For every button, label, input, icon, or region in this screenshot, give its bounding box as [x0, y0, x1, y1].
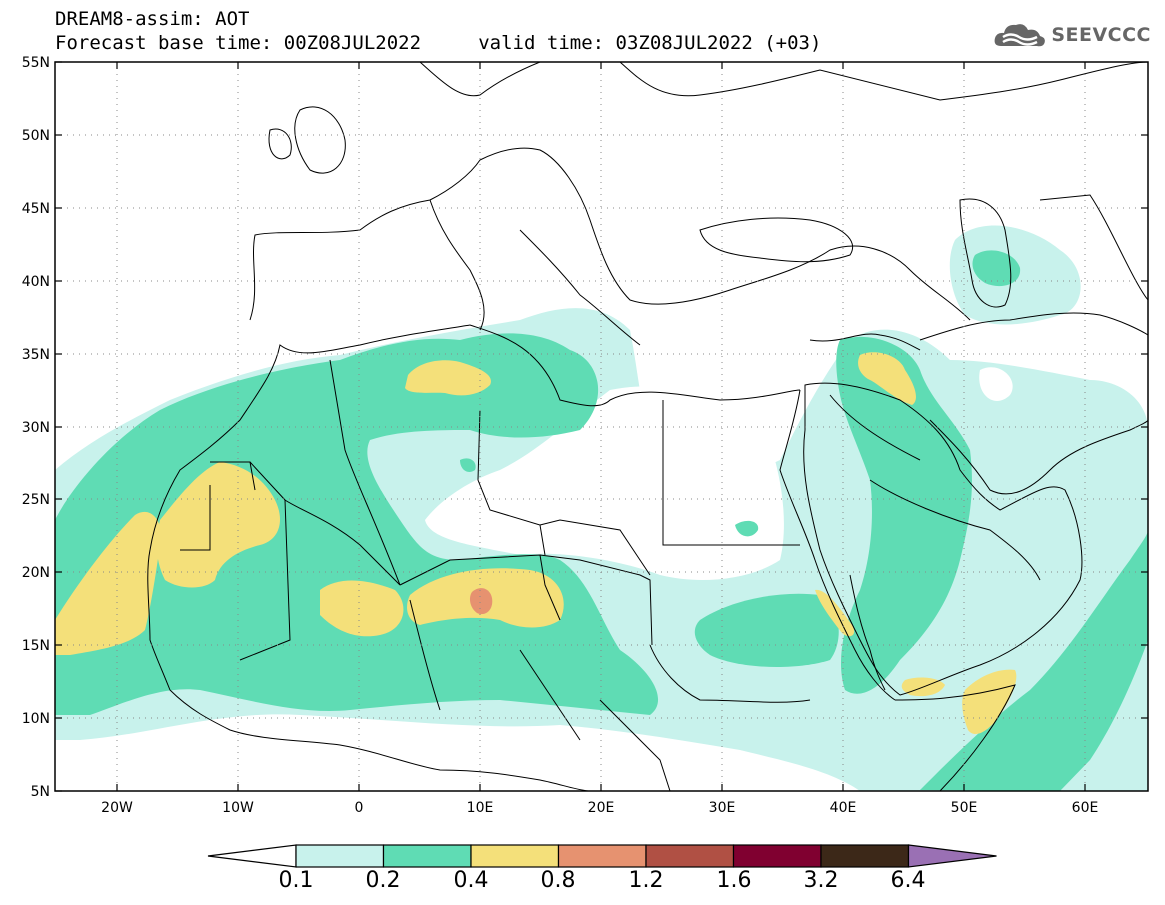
lon-label: 0: [355, 800, 364, 816]
lat-label: 10N: [22, 711, 50, 727]
colorbar-label: 1.6: [716, 868, 752, 893]
colorbar-label: 0.1: [278, 868, 314, 893]
seevccc-logo: SEEVCCC: [993, 20, 1151, 50]
colorbar-label: 3.2: [803, 868, 839, 893]
lat-label: 40N: [22, 274, 50, 290]
graticule: [55, 62, 1148, 791]
lon-label: 30E: [709, 800, 736, 816]
colorbar-label: 1.2: [628, 868, 664, 893]
colorbar-segment: [645, 844, 735, 868]
lat-label: 5N: [31, 784, 50, 800]
aot-field-clear: [425, 367, 1013, 580]
lat-label: 45N: [22, 201, 50, 217]
lat-label: 15N: [22, 638, 50, 654]
lat-label: 25N: [22, 492, 50, 508]
lat-label: 20N: [22, 565, 50, 581]
lon-label: 20W: [101, 800, 133, 816]
colorbar-label: 0.8: [540, 868, 576, 893]
colorbar-arrow-low: [207, 844, 297, 868]
lon-label: 60E: [1072, 800, 1099, 816]
lat-label: 55N: [22, 55, 50, 71]
aot-field-orange: [469, 588, 493, 615]
colorbar-segment: [820, 844, 910, 868]
colorbar-segment: [732, 844, 822, 868]
latitude-labels: 55N 50N 45N 40N 35N 30N 25N 20N 15N 10N …: [22, 55, 50, 800]
tick-marks: [55, 61, 1148, 792]
colorbar-segment: [382, 844, 472, 868]
colorbar-segment: [557, 844, 647, 868]
colorbar-label: 0.2: [365, 868, 401, 893]
colorbar: [207, 844, 997, 868]
map-title: DREAM8-assim: AOT: [55, 8, 250, 30]
lon-label: 40E: [830, 800, 857, 816]
colorbar-segment: [295, 844, 385, 868]
lat-label: 35N: [22, 347, 50, 363]
lon-label: 10E: [467, 800, 494, 816]
longitude-labels: 20W 10W 0 10E 20E 30E 40E 50E 60E: [101, 800, 1098, 816]
lon-label: 20E: [588, 800, 615, 816]
colorbar-label: 6.4: [890, 868, 926, 893]
colorbar-labels: 0.1 0.2 0.4 0.8 1.2 1.6 3.2 6.4: [0, 868, 1165, 898]
lon-label: 50E: [951, 800, 978, 816]
lat-label: 30N: [22, 420, 50, 436]
logo-text: SEEVCCC: [1051, 24, 1151, 46]
colorbar-label: 0.4: [453, 868, 489, 893]
colorbar-arrow-high: [907, 844, 997, 868]
colorbar-segment: [470, 844, 560, 868]
cloud-icon: [994, 24, 1046, 47]
map-subtitle-times: Forecast base time: 00Z08JUL2022 valid t…: [55, 32, 822, 54]
lat-label: 50N: [22, 128, 50, 144]
aot-field-yellow: [55, 352, 1017, 735]
lon-label: 10W: [222, 800, 254, 816]
coastlines: [147, 62, 1148, 791]
